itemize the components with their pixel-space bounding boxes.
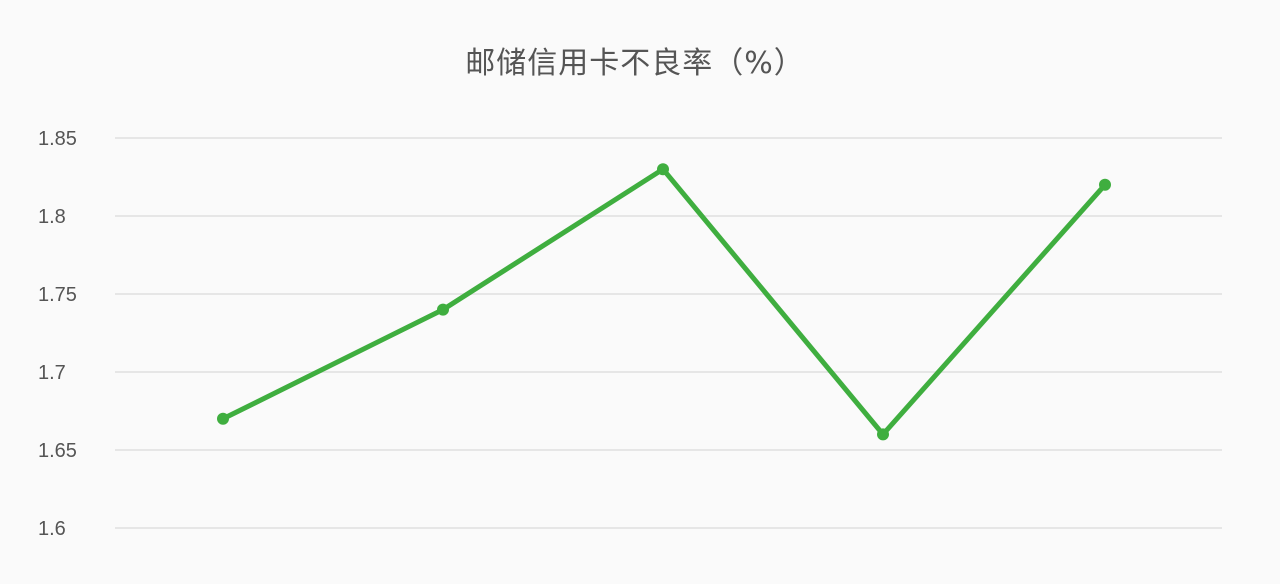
y-tick-label: 1.85 xyxy=(38,128,77,150)
series-line xyxy=(220,166,1108,437)
data-point xyxy=(657,163,669,176)
data-point xyxy=(217,412,229,425)
y-axis-ticks: 1.6 1.65 1.7 1.75 1.8 1.85 xyxy=(38,128,77,540)
data-point xyxy=(437,303,449,316)
gridlines xyxy=(115,137,1222,529)
y-tick-label: 1.7 xyxy=(38,362,66,384)
data-point xyxy=(1099,178,1111,191)
data-point xyxy=(877,428,889,441)
chart-title: 邮储信用卡不良率（%） xyxy=(465,46,805,81)
y-tick-label: 1.6 xyxy=(38,518,66,540)
y-tick-label: 1.8 xyxy=(38,206,66,228)
series-group xyxy=(217,163,1111,441)
y-tick-label: 1.65 xyxy=(38,440,77,462)
y-tick-label: 1.75 xyxy=(38,284,77,306)
